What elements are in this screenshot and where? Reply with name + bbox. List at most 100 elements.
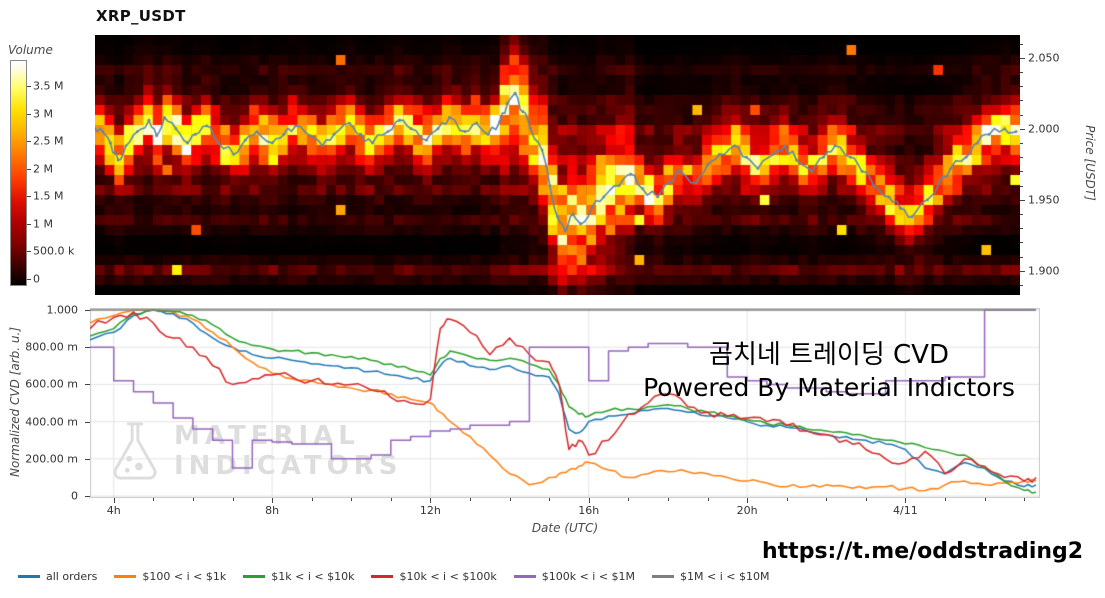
cvd-y-tick-label: 0 bbox=[71, 489, 78, 503]
cvd-x-minor-tick bbox=[826, 498, 828, 501]
price-axis-tick-label: 1.900 bbox=[1028, 264, 1060, 278]
price-axis-tick bbox=[1020, 270, 1025, 272]
price-axis-minor-tick bbox=[1020, 228, 1023, 230]
price-axis-tick-label: 1.950 bbox=[1028, 193, 1060, 207]
price-axis-minor-tick bbox=[1020, 100, 1023, 102]
cvd-x-tick-label: 8h bbox=[265, 504, 280, 517]
colorbar-tick bbox=[27, 251, 31, 253]
legend-line-swatch bbox=[371, 575, 394, 578]
colorbar-tick-label: 3 M bbox=[33, 107, 53, 121]
cvd-x-tick bbox=[747, 498, 749, 503]
cvd-y-tick-label: 800.00 m bbox=[25, 340, 78, 354]
cvd-x-minor-tick bbox=[984, 498, 986, 501]
cvd-line-chart bbox=[90, 308, 1040, 498]
price-axis-minor-tick bbox=[1020, 71, 1023, 73]
price-axis-minor-tick bbox=[1020, 142, 1023, 144]
cvd-x-minor-tick bbox=[351, 498, 353, 501]
colorbar-tick-label: 1.5 M bbox=[33, 189, 64, 203]
colorbar-tick-label: 2.5 M bbox=[33, 134, 64, 148]
price-axis-tick-label: 2.050 bbox=[1028, 51, 1060, 65]
colorbar-tick bbox=[27, 113, 31, 115]
cvd-x-minor-tick bbox=[786, 498, 788, 501]
cvd-x-minor-tick bbox=[192, 498, 194, 501]
legend-label: $10k < i < $100k bbox=[399, 570, 497, 583]
cvd-y-tick bbox=[85, 310, 90, 311]
cvd-x-minor-tick bbox=[865, 498, 867, 501]
cvd-x-minor-tick bbox=[707, 498, 709, 501]
colorbar-tick bbox=[27, 141, 31, 143]
legend-line-swatch bbox=[18, 575, 40, 578]
legend-label: $100k < i < $1M bbox=[541, 570, 636, 583]
price-axis-label: Price [USDT] bbox=[1083, 125, 1097, 201]
price-axis-minor-tick bbox=[1020, 171, 1023, 173]
price-axis-minor-tick bbox=[1020, 114, 1023, 116]
legend-item: $100k < i < $1M bbox=[513, 570, 636, 583]
cvd-y-tick-label: 1.000 bbox=[46, 303, 79, 317]
colorbar-tick bbox=[27, 223, 31, 225]
cvd-x-tick bbox=[113, 498, 115, 503]
series-legend: all orders $100 < i < $1k $1k < i < $10k $1… bbox=[18, 570, 769, 583]
cvd-x-tick bbox=[430, 498, 432, 503]
cvd-x-minor-tick bbox=[232, 498, 234, 501]
cvd-x-minor-tick bbox=[311, 498, 313, 501]
cvd-y-tick-label: 600.00 m bbox=[25, 377, 78, 391]
cvd-x-minor-tick bbox=[1024, 498, 1026, 501]
cvd-x-minor-tick bbox=[509, 498, 511, 501]
legend-label: $100 < i < $1k bbox=[142, 570, 227, 583]
cvd-x-minor-tick bbox=[390, 498, 392, 501]
cvd-y-tick bbox=[85, 384, 90, 386]
date-axis-label: Date (UTC) bbox=[531, 521, 599, 535]
legend-label: all orders bbox=[46, 570, 98, 583]
legend-item: $10k < i < $100k bbox=[371, 570, 497, 583]
price-axis-minor-tick bbox=[1020, 185, 1023, 187]
price-axis-tick bbox=[1020, 57, 1025, 59]
cvd-x-minor-tick bbox=[153, 498, 155, 501]
cvd-x-tick-label: 12h bbox=[419, 504, 441, 517]
colorbar-tick-label: 500.0 k bbox=[33, 244, 75, 258]
chart-title: XRP_USDT bbox=[96, 7, 186, 25]
colorbar-volume-label: Volume bbox=[8, 43, 53, 57]
price-axis-tick-label: 2.000 bbox=[1028, 122, 1060, 136]
powered-by-text: Powered By Material Indictors bbox=[643, 373, 1015, 402]
colorbar-tick bbox=[27, 279, 31, 280]
legend-item: $1k < i < $10k bbox=[243, 570, 354, 583]
cvd-x-minor-tick bbox=[667, 498, 669, 501]
colorbar-tick-label: 0 bbox=[33, 272, 40, 286]
overlay-annotation: 곰치네 트레이딩 CVD Powered By Material Indicto… bbox=[604, 338, 1054, 403]
price-axis-minor-tick bbox=[1020, 43, 1023, 45]
volume-colorbar bbox=[10, 60, 27, 286]
colorbar-tick-label: 2 M bbox=[33, 162, 53, 176]
cvd-x-tick-label: 16h bbox=[578, 504, 600, 517]
cvd-x-tick bbox=[272, 498, 274, 503]
cvd-x-tick-label: 4/11 bbox=[893, 504, 918, 517]
cvd-x-tick-label: 20h bbox=[736, 504, 758, 517]
legend-item: all orders bbox=[18, 570, 97, 583]
cvd-y-tick-label: 200.00 m bbox=[25, 452, 78, 466]
legend-item: $1M < i < $10M bbox=[652, 570, 769, 583]
price-axis-minor-tick bbox=[1020, 214, 1023, 216]
price-axis-tick bbox=[1020, 199, 1025, 201]
xrp-volume-heatmap bbox=[95, 35, 1020, 295]
colorbar-tick bbox=[27, 168, 31, 170]
legend-line-swatch bbox=[243, 575, 266, 578]
korean-title-text: 곰치네 트레이딩 CVD bbox=[709, 340, 949, 370]
cvd-y-tick bbox=[85, 458, 90, 460]
colorbar-tick-label: 3.5 M bbox=[33, 79, 64, 93]
cvd-x-minor-tick bbox=[628, 498, 630, 501]
colorbar-tick-label: 1 M bbox=[33, 217, 53, 231]
price-axis-minor-tick bbox=[1020, 86, 1023, 88]
legend-line-swatch bbox=[114, 575, 137, 578]
cvd-y-tick bbox=[85, 421, 90, 423]
price-axis-tick bbox=[1020, 128, 1025, 130]
price-axis-minor-tick bbox=[1020, 285, 1023, 287]
cvd-x-minor-tick bbox=[549, 498, 551, 501]
cvd-y-tick bbox=[85, 496, 90, 497]
cvd-y-tick bbox=[85, 347, 90, 349]
legend-line-swatch bbox=[652, 575, 675, 578]
cvd-y-tick-label: 400.00 m bbox=[25, 415, 78, 429]
colorbar-tick bbox=[27, 196, 31, 198]
legend-item: $100 < i < $1k bbox=[114, 570, 226, 583]
price-axis-minor-tick bbox=[1020, 256, 1023, 258]
legend-line-swatch bbox=[513, 575, 536, 578]
legend-label: $1M < i < $10M bbox=[680, 570, 770, 583]
